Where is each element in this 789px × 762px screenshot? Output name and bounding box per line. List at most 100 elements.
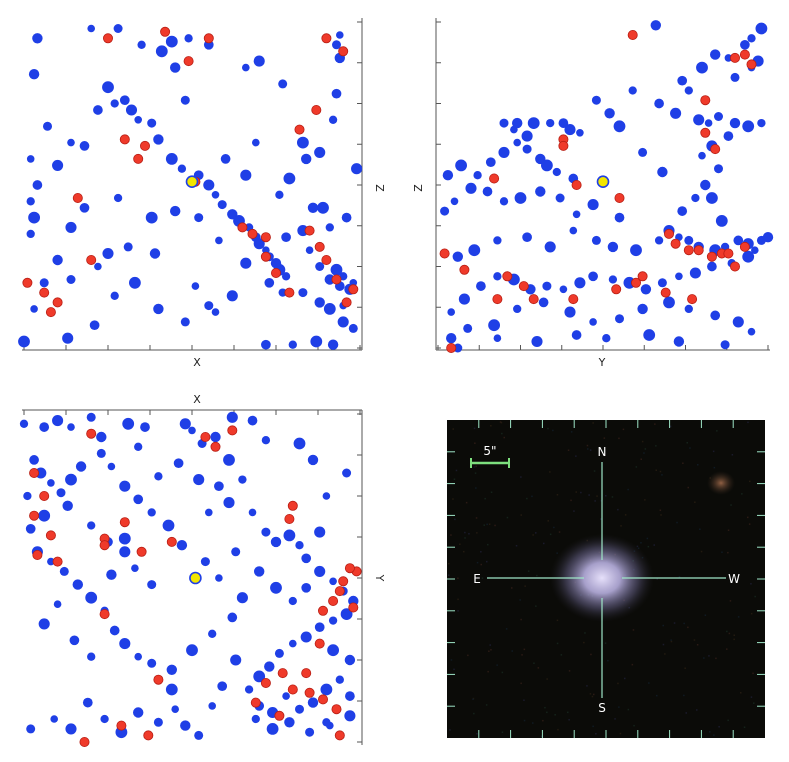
neighbor-galaxy-point (527, 117, 540, 129)
neighbor-galaxy-point (180, 720, 191, 731)
neighbor-galaxy-point (675, 272, 683, 281)
highlighted-galaxy-point (348, 602, 359, 613)
noise-pixel (619, 732, 622, 735)
yz-projection-plot: Y Z (412, 18, 774, 369)
neighbor-galaxy-point (52, 415, 64, 427)
y-axis-label: Y (373, 574, 386, 582)
highlighted-galaxy-point (45, 307, 56, 318)
neighbor-galaxy-point (133, 494, 144, 505)
noise-pixel (474, 442, 476, 444)
neighbor-galaxy-point (113, 193, 123, 203)
neighbor-galaxy-point (447, 308, 456, 316)
highlighted-galaxy-point (664, 228, 675, 239)
highlighted-galaxy-point (304, 687, 315, 698)
neighbor-galaxy-point (47, 557, 55, 566)
noise-pixel (709, 731, 711, 733)
highlighted-galaxy-point (730, 261, 741, 272)
neighbor-galaxy-point (614, 212, 625, 223)
neighbor-galaxy-point (544, 241, 556, 253)
neighbor-galaxy-point (240, 257, 252, 269)
noise-pixel (489, 644, 491, 646)
neighbor-galaxy-point (320, 683, 333, 696)
neighbor-galaxy-point (140, 422, 150, 432)
neighbor-galaxy-point (131, 564, 139, 572)
neighbor-galaxy-point (288, 596, 297, 606)
neighbor-galaxy-point (340, 608, 353, 620)
neighbor-galaxy-point (251, 714, 260, 724)
noise-pixel (631, 663, 634, 666)
neighbor-galaxy-point (670, 107, 682, 119)
noise-pixel (526, 497, 528, 500)
neighbor-galaxy-point (200, 557, 210, 567)
highlighted-galaxy-point (518, 281, 529, 292)
neighbor-galaxy-point (282, 692, 290, 700)
noise-pixel (468, 533, 470, 535)
neighbor-galaxy-point (572, 210, 581, 219)
neighbor-galaxy-point (332, 40, 341, 50)
neighbor-galaxy-point (119, 95, 130, 106)
neighbor-galaxy-point (28, 69, 40, 80)
noise-pixel (655, 469, 657, 471)
neighbor-galaxy-point (191, 282, 200, 290)
neighbor-galaxy-point (696, 61, 708, 74)
neighbor-galaxy-point (337, 316, 349, 328)
neighbor-galaxy-point (153, 717, 163, 727)
noise-pixel (544, 706, 546, 709)
neighbor-galaxy-point (94, 262, 102, 271)
neighbor-galaxy-point (173, 458, 184, 469)
noise-pixel (465, 501, 468, 504)
noise-pixel (568, 670, 571, 672)
neighbor-galaxy-point (657, 278, 667, 288)
neighbor-galaxy-point (710, 49, 721, 60)
data-points (439, 20, 774, 353)
neighbor-galaxy-point (732, 316, 744, 328)
neighbor-galaxy-point (587, 199, 599, 211)
highlighted-galaxy-point (79, 737, 90, 748)
neighbor-galaxy-point (314, 297, 325, 308)
neighbor-galaxy-point (47, 479, 55, 487)
neighbor-galaxy-point (762, 232, 774, 243)
neighbor-galaxy-point (654, 236, 664, 245)
neighbor-galaxy-point (72, 579, 84, 590)
highlighted-galaxy-point (304, 225, 315, 236)
noise-pixel (713, 734, 715, 736)
neighbor-galaxy-point (706, 192, 718, 204)
neighbor-galaxy-point (723, 131, 734, 141)
neighbor-galaxy-point (62, 332, 74, 344)
neighbor-galaxy-point (344, 654, 356, 666)
noise-pixel (603, 437, 606, 439)
noise-pixel (644, 499, 646, 501)
neighbor-galaxy-point (493, 272, 502, 281)
neighbor-galaxy-point (62, 500, 73, 511)
noise-pixel (521, 654, 523, 656)
highlighted-galaxy-point (730, 52, 741, 63)
noise-pixel (477, 576, 479, 579)
neighbor-galaxy-point (284, 717, 295, 728)
noise-pixel (523, 648, 526, 651)
noise-pixel (532, 722, 534, 724)
neighbor-galaxy-point (307, 697, 319, 708)
noise-pixel (653, 544, 655, 546)
neighbor-galaxy-point (66, 275, 76, 284)
noise-pixel (676, 521, 678, 524)
neighbor-galaxy-point (559, 285, 568, 294)
neighbor-galaxy-point (707, 261, 717, 272)
neighbor-galaxy-point (30, 305, 38, 313)
neighbor-galaxy-point (56, 488, 66, 498)
neighbor-galaxy-point (628, 86, 637, 95)
neighbor-galaxy-point (512, 117, 523, 129)
noise-pixel (476, 561, 479, 564)
highlighted-galaxy-point (614, 192, 625, 203)
neighbor-galaxy-point (729, 117, 741, 129)
noise-pixel (481, 577, 484, 579)
noise-pixel (501, 432, 503, 435)
noise-pixel (501, 731, 504, 733)
neighbor-galaxy-point (663, 296, 675, 309)
noise-pixel (685, 712, 687, 714)
noise-pixel (586, 444, 589, 447)
noise-pixel (580, 491, 582, 494)
neighbor-galaxy-point (170, 62, 181, 73)
neighbor-galaxy-point (26, 229, 35, 239)
highlighted-galaxy-point (287, 500, 298, 511)
noise-pixel (743, 726, 746, 728)
